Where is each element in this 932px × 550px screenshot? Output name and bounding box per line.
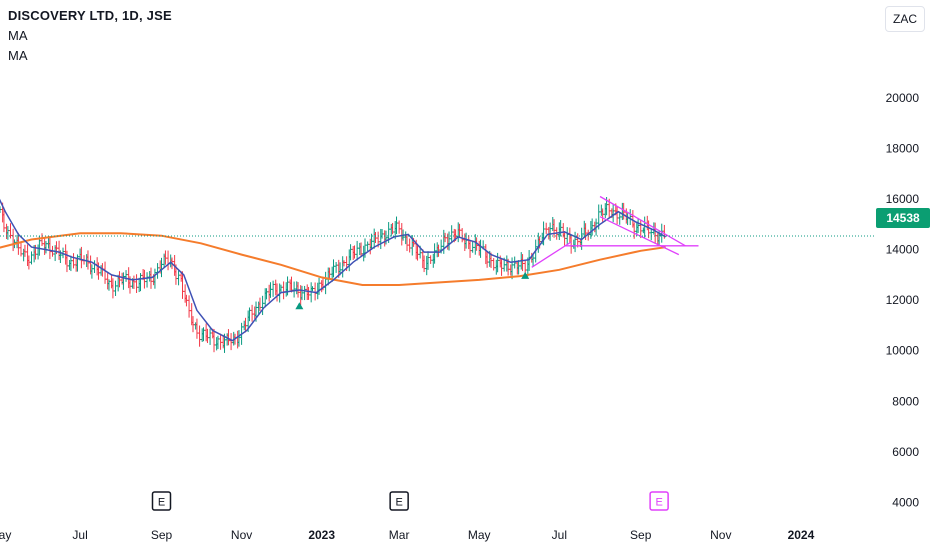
candle	[450, 225, 454, 242]
candle	[618, 213, 622, 225]
time-tick-label: Sep	[630, 528, 652, 542]
candle	[124, 270, 128, 282]
time-tick-label: 2024	[788, 528, 815, 542]
candle	[114, 280, 118, 296]
time-tick-label: Mar	[389, 528, 410, 542]
ma-indicator-label-2[interactable]: MA	[8, 48, 28, 63]
candle	[72, 253, 76, 269]
time-tick-label: Jul	[552, 528, 567, 542]
price-axis[interactable]: 4000 6000 8000 10000 12000 14000 16000 18000 200…	[886, 91, 920, 509]
price-tick-label: 18000	[886, 141, 920, 155]
candle	[261, 295, 265, 316]
signal-markers	[295, 271, 530, 310]
candle	[303, 285, 307, 301]
earnings-label: E	[395, 497, 402, 509]
time-tick-label: Sep	[151, 528, 173, 542]
last-price-label: 14538	[876, 208, 930, 228]
earnings-marker: E	[151, 491, 172, 511]
price-tick-label: 10000	[886, 344, 920, 358]
earnings-box	[389, 491, 409, 511]
trendline	[599, 195, 686, 247]
symbol-title[interactable]: DISCOVERY LTD, 1D, JSE	[8, 8, 172, 23]
earnings-label: E	[158, 497, 165, 509]
candle	[229, 333, 233, 351]
candle	[271, 280, 275, 297]
candle	[177, 270, 181, 286]
earnings-label: E	[655, 497, 662, 509]
candle	[103, 261, 107, 284]
candle	[187, 295, 191, 318]
candle	[355, 240, 359, 261]
earnings-box	[151, 491, 172, 511]
time-tick-label: 2023	[308, 528, 335, 542]
earnings-marker: E	[389, 491, 409, 511]
candle	[649, 228, 653, 241]
candle	[544, 222, 548, 234]
price-tick-label: 12000	[886, 293, 920, 307]
candle	[145, 272, 149, 288]
candle	[569, 234, 573, 254]
price-tick-label: 16000	[886, 192, 920, 206]
candle	[93, 260, 97, 274]
currency-button[interactable]: ZAC	[885, 6, 925, 32]
earnings-box	[649, 491, 669, 511]
price-tick-label: 20000	[886, 91, 920, 105]
candle	[334, 261, 338, 273]
time-tick-label: Nov	[710, 528, 731, 542]
candle	[250, 304, 254, 322]
ma-slow-line	[0, 232, 666, 286]
candle	[30, 251, 34, 265]
candle	[341, 256, 345, 278]
signal-triangle	[295, 302, 304, 310]
candle	[397, 220, 401, 234]
candle	[219, 333, 223, 350]
candle	[166, 250, 170, 271]
candle	[366, 241, 370, 251]
candle	[292, 281, 296, 298]
candle	[208, 328, 212, 345]
ma-fast-line	[0, 198, 667, 342]
earnings-marker: E	[649, 491, 669, 511]
time-tick-label: May	[468, 528, 491, 542]
candle	[19, 241, 23, 257]
time-tick-label: May	[0, 528, 11, 542]
moving-average-layer	[0, 198, 667, 342]
candle	[628, 209, 632, 226]
price-tick-label: 4000	[892, 495, 919, 509]
time-tick-label: Nov	[231, 528, 252, 542]
candle	[429, 255, 433, 264]
candle	[408, 238, 412, 253]
price-tick-label: 6000	[892, 445, 919, 459]
candle	[324, 271, 328, 295]
ma-indicator-label-1[interactable]: MA	[8, 28, 28, 43]
candle	[313, 282, 317, 301]
time-axis[interactable]: May Jul Sep Nov 2023 Mar May Jul Sep Nov 2024	[0, 528, 815, 542]
candle	[198, 325, 202, 347]
price-tick-label: 14000	[886, 243, 920, 257]
candle	[282, 281, 286, 300]
candle	[135, 274, 139, 293]
candle	[460, 228, 464, 243]
candle	[156, 263, 160, 279]
time-tick-label: Jul	[72, 528, 87, 542]
candle	[492, 258, 496, 271]
signal-triangle	[521, 271, 530, 279]
pattern-drawings	[531, 195, 699, 268]
chart-legend: DISCOVERY LTD, 1D, JSE MA MA	[8, 6, 172, 66]
price-tick-label: 8000	[892, 394, 919, 408]
candle	[40, 233, 44, 247]
